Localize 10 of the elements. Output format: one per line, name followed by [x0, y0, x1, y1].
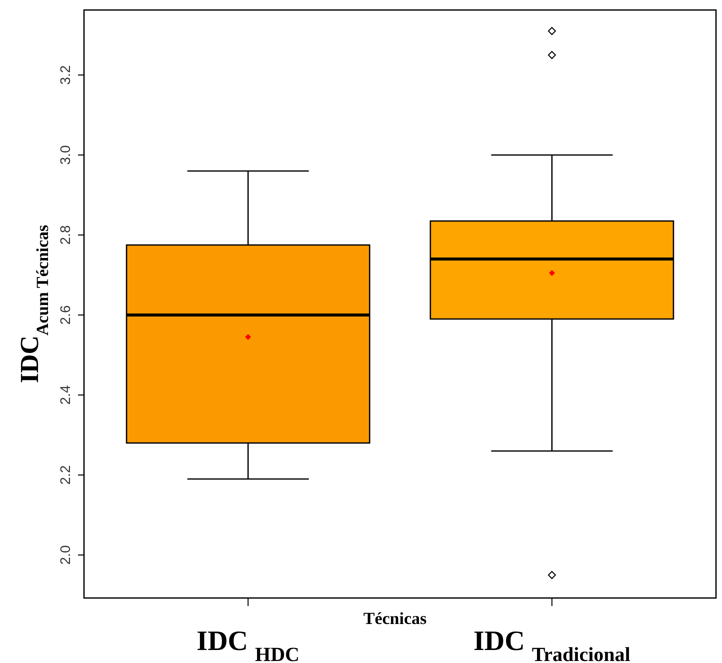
y-tick-label: 2.0 — [57, 545, 73, 565]
y-tick-label: 3.2 — [57, 65, 73, 85]
y-tick-label: 2.4 — [57, 385, 73, 405]
y-tick-label: 3.0 — [57, 145, 73, 165]
x-tick-label: IDC $_{Tradicional}$ — [473, 626, 631, 663]
y-tick-label: 2.2 — [57, 465, 73, 485]
x-axis-title: Técnicas — [363, 609, 428, 628]
y-tick-label: 2.8 — [57, 225, 73, 245]
x-tick-label: IDC $_{HDC}$ — [196, 626, 300, 663]
y-tick-label: 2.6 — [57, 305, 73, 325]
